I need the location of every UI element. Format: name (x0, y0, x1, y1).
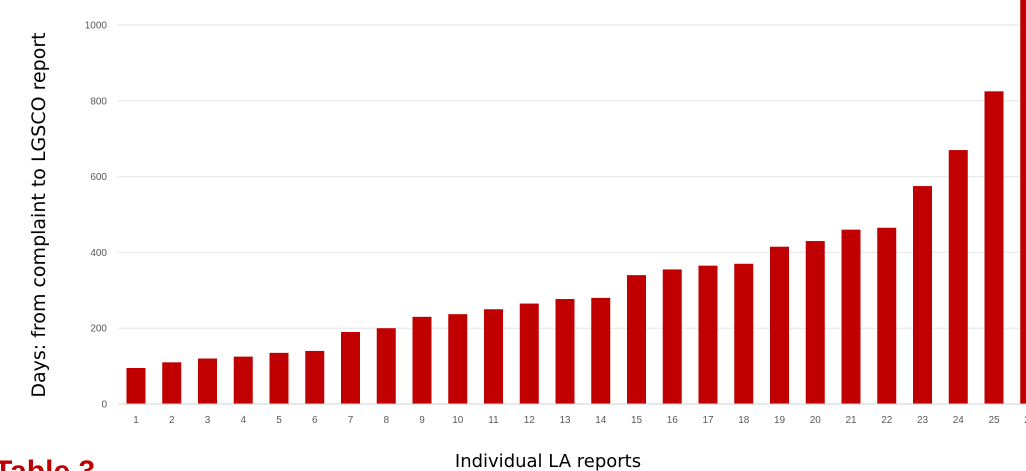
x-tick-label: 23 (917, 415, 929, 426)
bar (913, 186, 932, 404)
x-tick-label: 8 (383, 415, 389, 426)
x-tick-label: 2 (169, 415, 175, 426)
bar (698, 265, 718, 404)
bar (233, 356, 253, 404)
table-label: Table 3 (0, 455, 95, 471)
bar (341, 331, 360, 404)
x-tick-label: 4 (240, 415, 246, 426)
x-tick-label: 17 (702, 415, 714, 426)
y-axis-label: Days: from complaint to LGSCO report (28, 32, 50, 397)
bar (734, 263, 754, 404)
x-tick-label: 21 (845, 415, 857, 426)
bar (662, 269, 682, 404)
bar (376, 328, 396, 404)
y-tick-labels: 0 200 400 600 800 1000 (85, 21, 108, 411)
bar (841, 229, 861, 404)
x-tick-label: 22 (881, 415, 893, 426)
x-tick-label: 14 (595, 415, 607, 426)
bar (984, 91, 1004, 404)
x-tick-label: 5 (276, 415, 282, 426)
bar (948, 150, 968, 404)
bar (519, 303, 539, 404)
bar (448, 314, 468, 404)
bar (305, 350, 325, 404)
y-tick-label: 0 (101, 400, 107, 411)
x-tick-label: 19 (774, 415, 786, 426)
x-tick-label: 16 (667, 415, 679, 426)
x-tick-label: 20 (810, 415, 822, 426)
bar (627, 275, 646, 404)
bars (126, 0, 1026, 404)
x-tick-label: 6 (312, 415, 318, 426)
bar (877, 227, 897, 404)
x-tick-label: 12 (524, 415, 536, 426)
x-tick-label: 11 (488, 415, 499, 426)
bar (770, 246, 789, 404)
x-tick-label: 3 (205, 415, 211, 426)
x-tick-label: 15 (631, 415, 643, 426)
bar (412, 316, 432, 404)
bar (269, 352, 289, 404)
x-tick-label: 1 (133, 415, 139, 426)
x-tick-labels: 1 2 3 4 5 6 7 8 9 10 11 12 13 14 15 16 17 18 19 20 21 22 23 24 2… (133, 415, 1026, 426)
y-tick-label: 1000 (85, 21, 108, 32)
bar (591, 297, 611, 404)
bar (484, 309, 503, 404)
x-tick-label: 24 (953, 415, 965, 426)
x-tick-label: 26 (1024, 415, 1026, 426)
x-tick-label: 9 (419, 415, 425, 426)
y-tick-label: 800 (90, 96, 107, 107)
x-tick-label: 7 (348, 415, 354, 426)
x-axis-label: Individual LA reports (455, 451, 641, 471)
x-tick-label: 25 (988, 415, 1000, 426)
gridlines (118, 24, 1026, 329)
y-tick-label: 600 (90, 172, 107, 183)
bar (1020, 0, 1026, 404)
bar (198, 358, 217, 404)
bar (805, 241, 825, 404)
x-tick-label: 18 (738, 415, 750, 426)
bar (162, 362, 182, 404)
y-tick-label: 200 (90, 324, 107, 335)
bar (555, 299, 575, 404)
y-tick-label: 400 (90, 248, 107, 259)
bar (126, 367, 146, 404)
x-tick-label: 10 (452, 415, 464, 426)
x-tick-label: 13 (559, 415, 571, 426)
